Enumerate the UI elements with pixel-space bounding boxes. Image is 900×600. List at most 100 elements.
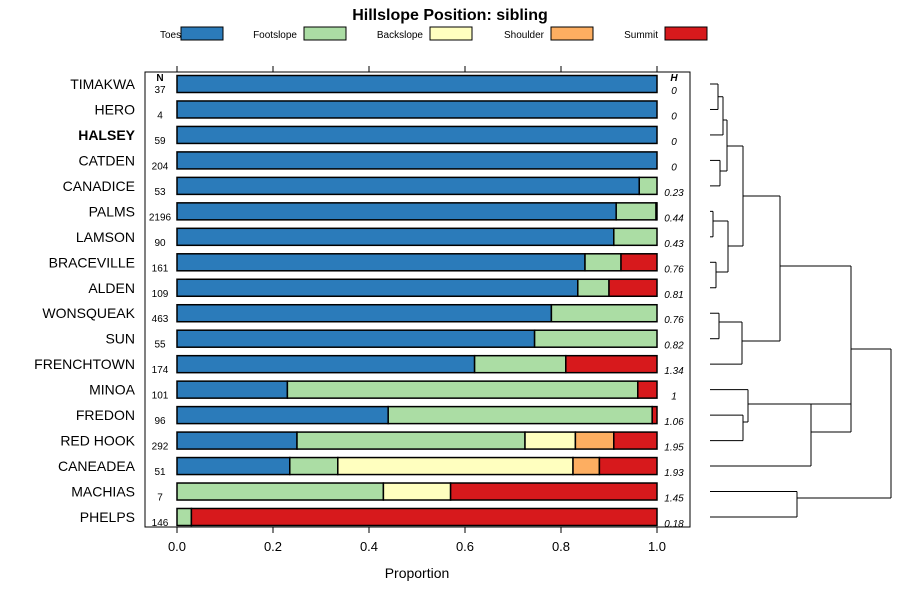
bar-segment-footslope: [473, 354, 567, 374]
category-label: PALMS: [89, 203, 135, 219]
bar-segment-footslope: [577, 278, 610, 298]
category-labels: TIMAKWA HERO HALSEY CATDEN CANADICE PALMS LAMS…: [34, 76, 136, 525]
bar-segment-summit: [565, 354, 658, 374]
n-value: 55: [154, 340, 166, 351]
x-axis: 0.0 0.2 0.4 0.6 0.8 1.0: [168, 527, 666, 554]
dendrogram: [710, 83, 892, 518]
n-value: 51: [154, 467, 166, 478]
bar-segment-backslope: [382, 482, 452, 501]
bar-segment-summit: [651, 405, 658, 425]
h-value: 0.18: [664, 519, 684, 530]
bars: [176, 74, 658, 527]
n-value: 292: [152, 442, 169, 453]
h-value: 1.34: [664, 366, 684, 377]
n-value: 463: [152, 314, 169, 325]
bar-segment-footslope: [550, 303, 658, 323]
h-value: 0: [671, 86, 677, 97]
h-value: 1.93: [664, 468, 684, 479]
h-value: 0.44: [664, 213, 684, 224]
n-value: 174: [152, 365, 169, 376]
category-label: ALDEN: [88, 280, 135, 296]
bar-segment-toeslope: [176, 100, 658, 119]
category-label: CANEADEA: [58, 458, 136, 474]
legend: Toeslope Footslope Backslope Shoulder Summit: [160, 26, 708, 41]
bar-segment-toeslope: [176, 405, 389, 425]
x-axis-label: Proportion: [385, 565, 450, 581]
bar-segment-backslope: [524, 431, 577, 450]
n-value: 59: [154, 136, 166, 147]
bar-segment-toeslope: [176, 303, 553, 323]
n-value: 53: [154, 187, 166, 198]
bar-segment-toeslope: [176, 125, 658, 145]
bar-segment-footslope: [289, 456, 339, 476]
h-value: 1.06: [664, 417, 684, 428]
legend-label-toeslope: Toeslope: [160, 30, 200, 41]
n-value: 204: [152, 161, 169, 172]
category-label: MINOA: [89, 382, 136, 398]
x-tick-label: 0.0: [168, 539, 186, 554]
n-value: 146: [152, 518, 169, 529]
bar-segment-toeslope: [176, 329, 536, 348]
bar-segment-toeslope: [176, 380, 289, 399]
category-label: TIMAKWA: [70, 76, 135, 92]
bar-segment-footslope: [615, 202, 657, 221]
legend-label-summit: Summit: [624, 30, 658, 41]
n-value: 7: [157, 493, 163, 504]
category-label: LAMSON: [76, 229, 135, 245]
bar-segment-footslope: [296, 431, 526, 450]
bar-segment-toeslope: [176, 278, 579, 298]
n-value: 109: [152, 289, 169, 300]
category-label: CANADICE: [63, 178, 135, 194]
bar-segment-toeslope: [176, 354, 476, 374]
category-label: HERO: [95, 101, 136, 117]
h-value: 0.76: [664, 264, 684, 275]
bar-segment-shoulder: [572, 456, 601, 476]
bar-segment-footslope: [638, 176, 658, 196]
h-value: 0.81: [664, 290, 683, 301]
h-value: 0.23: [664, 188, 684, 199]
bar-segment-summit: [608, 278, 658, 298]
bar-segment-footslope: [613, 227, 658, 247]
legend-label-backslope: Backslope: [377, 30, 424, 41]
bar-segment-toeslope: [176, 202, 617, 221]
bar-segment-backslope: [337, 456, 574, 476]
h-value: 1: [671, 392, 677, 403]
category-label: SUN: [105, 331, 135, 347]
legend-swatch-footslope: [303, 26, 347, 41]
bar-segment-shoulder: [574, 431, 615, 450]
h-value: 0.76: [664, 315, 684, 326]
bar-segment-toeslope: [176, 74, 658, 94]
n-value: 4: [157, 110, 163, 121]
x-tick-label: 1.0: [648, 539, 666, 554]
legend-label-footslope: Footslope: [253, 30, 297, 41]
x-tick-label: 0.6: [456, 539, 474, 554]
x-tick-label: 0.2: [264, 539, 282, 554]
legend-label-shoulder: Shoulder: [504, 30, 545, 41]
legend-swatch-backslope: [429, 26, 473, 41]
category-label: BRACEVILLE: [49, 254, 135, 270]
h-value: 0: [671, 111, 677, 122]
plot-frame: [144, 71, 691, 528]
bar-segment-toeslope: [176, 176, 640, 196]
chart-title: Hillslope Position: sibling: [352, 7, 548, 24]
category-label: RED HOOK: [60, 433, 135, 449]
n-value: 2196: [149, 212, 172, 223]
top-ticks: [176, 66, 658, 72]
bar-segment-footslope: [533, 329, 658, 348]
x-tick-label: 0.4: [360, 539, 378, 554]
h-header: H: [670, 73, 678, 84]
legend-swatch-shoulder: [550, 26, 594, 41]
bar-segment-summit: [598, 456, 658, 476]
n-value: 96: [154, 416, 166, 427]
bar-segment-summit: [655, 202, 658, 221]
bar-segment-toeslope: [176, 456, 291, 476]
category-label: FRENCHTOWN: [34, 356, 135, 372]
n-value: 90: [154, 238, 166, 249]
n-value: 37: [154, 85, 166, 96]
n-header: N: [156, 73, 163, 84]
h-value: 0: [671, 162, 677, 173]
bar-segment-summit: [190, 507, 658, 527]
category-label: PHELPS: [80, 509, 135, 525]
bar-segment-toeslope: [176, 227, 615, 247]
